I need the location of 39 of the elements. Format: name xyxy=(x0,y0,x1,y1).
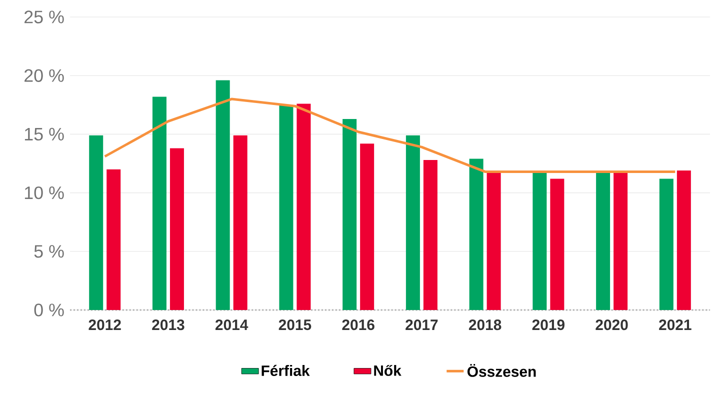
bar xyxy=(152,96,166,310)
x-tick-label: 2013 xyxy=(152,320,184,330)
bar xyxy=(170,148,184,310)
y-tick-label: 5 % xyxy=(34,245,64,258)
bar xyxy=(614,172,628,310)
bar xyxy=(486,172,501,310)
x-tick-label: 2019 xyxy=(532,320,564,330)
y-tick-label: 0 % xyxy=(34,304,64,316)
x-tick-label: 2014 xyxy=(215,320,248,330)
x-tick-label: 2017 xyxy=(406,320,438,330)
bar xyxy=(550,178,564,310)
bar xyxy=(659,178,674,310)
y-tick-label: 10 % xyxy=(24,186,64,200)
bar xyxy=(296,104,311,310)
bar xyxy=(106,169,121,310)
legend-label: Férfiak xyxy=(262,364,310,376)
y-tick-label: 25 % xyxy=(24,10,64,24)
x-tick-label: 2015 xyxy=(278,320,312,330)
x-tick-label: 2021 xyxy=(659,320,692,330)
legend-label: Nők xyxy=(374,364,402,376)
y-tick-label: 15 % xyxy=(24,128,64,141)
bar xyxy=(406,135,420,310)
legend-label: Összesen xyxy=(467,364,536,377)
bar xyxy=(279,104,294,310)
x-tick-label: 2020 xyxy=(596,320,628,330)
x-tick-label: 2012 xyxy=(88,320,121,330)
bar xyxy=(532,172,547,310)
bar xyxy=(233,135,248,310)
bar xyxy=(596,172,610,310)
bar xyxy=(89,135,104,310)
bar xyxy=(360,144,374,310)
x-tick-label: 2018 xyxy=(468,320,502,330)
bar xyxy=(342,118,357,310)
bar xyxy=(469,158,484,310)
y-tick-label: 20 % xyxy=(24,69,64,82)
bar xyxy=(216,80,230,310)
bar xyxy=(423,160,438,310)
bar xyxy=(676,170,691,310)
x-tick-label: 2016 xyxy=(342,320,374,330)
